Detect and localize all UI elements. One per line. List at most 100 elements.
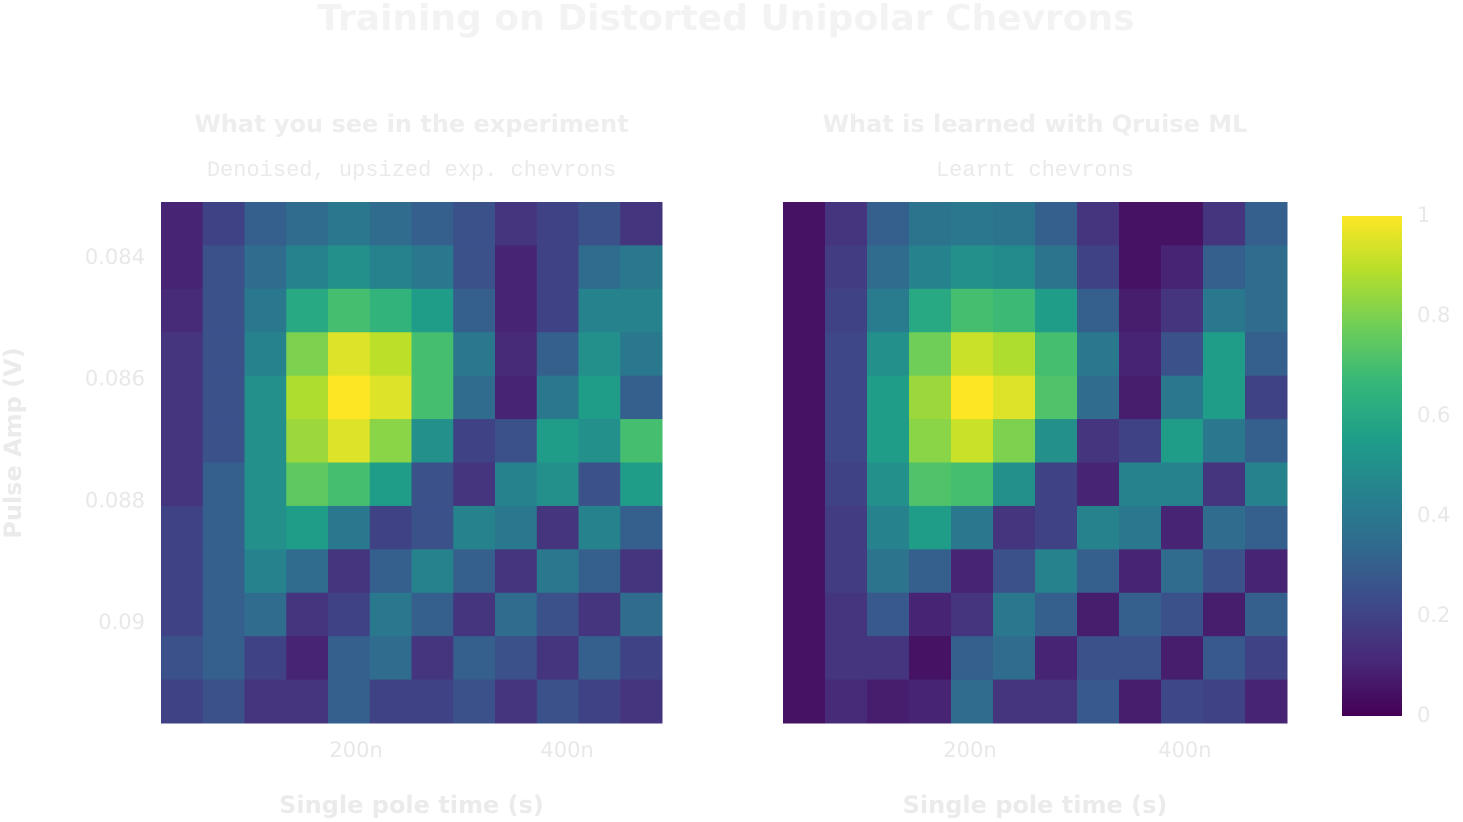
heatmap-cell <box>1077 549 1120 594</box>
heatmap-cell <box>578 202 621 246</box>
heatmap-cell <box>244 245 287 290</box>
heatmap-cell <box>867 202 910 246</box>
heatmap-cell <box>1119 592 1162 637</box>
heatmap-cell <box>244 549 287 594</box>
heatmap-cell <box>1203 462 1246 507</box>
heatmap-cell <box>495 245 538 290</box>
heatmap-cell <box>1161 636 1204 681</box>
heatmap-cell <box>1077 419 1120 463</box>
heatmap-cell <box>369 592 412 637</box>
heatmap-cell <box>161 592 204 637</box>
heatmap-cell <box>244 636 287 681</box>
heatmap-cell <box>202 549 245 594</box>
heatmap-cell <box>1161 592 1204 637</box>
heatmap-cell <box>328 288 371 333</box>
heatmap-cell <box>453 549 496 594</box>
x-axis-title: Single pole time (s) <box>279 791 544 819</box>
heatmap-cell <box>1245 549 1288 594</box>
heatmap-cell <box>1203 636 1246 681</box>
heatmap-cell <box>909 636 952 681</box>
heatmap-cell <box>1161 462 1204 507</box>
heatmap-cell <box>620 505 663 550</box>
heatmap-cell <box>825 462 868 507</box>
heatmap-cell <box>867 462 910 507</box>
heatmap-cell <box>161 245 204 290</box>
heatmap-cell <box>1203 592 1246 637</box>
heatmap-cell <box>286 332 329 377</box>
heatmap-cell <box>620 332 663 377</box>
heatmap-cell <box>453 462 496 507</box>
figure-title: Training on Distorted Unipolar Chevrons <box>317 0 1134 39</box>
heatmap-cell <box>1245 202 1288 246</box>
heatmap-cell <box>825 202 868 246</box>
heatmap-cell <box>453 679 496 724</box>
heatmap-cell <box>1035 636 1078 681</box>
heatmap-cell <box>453 288 496 333</box>
heatmap-cell <box>951 636 994 681</box>
heatmap-cell <box>783 288 826 333</box>
heatmap-cell <box>1245 462 1288 507</box>
heatmap-cell <box>783 332 826 377</box>
heatmap-cell <box>286 202 329 246</box>
heatmap-cell <box>202 679 245 724</box>
heatmap-cell <box>202 202 245 246</box>
heatmap-cell <box>328 592 371 637</box>
heatmap-cell <box>620 592 663 637</box>
heatmap-cell <box>202 592 245 637</box>
heatmap-cell <box>1119 462 1162 507</box>
heatmap-cell <box>1035 549 1078 594</box>
heatmap-cell <box>286 549 329 594</box>
heatmap-cell <box>1203 288 1246 333</box>
heatmap-cell <box>1203 332 1246 377</box>
heatmap-cell <box>495 375 538 420</box>
colorbar <box>1342 216 1402 716</box>
heatmap-cell <box>161 636 204 681</box>
heatmap-cell <box>1203 202 1246 246</box>
y-tick-label: 0.09 <box>98 610 145 634</box>
heatmap-cell <box>1035 245 1078 290</box>
heatmap-cell <box>202 332 245 377</box>
heatmap-cell <box>1161 419 1204 463</box>
heatmap-cell <box>244 505 287 550</box>
heatmap-cell <box>867 549 910 594</box>
heatmap-cell <box>286 636 329 681</box>
heatmap-cell <box>1035 679 1078 724</box>
heatmap-cell <box>1077 592 1120 637</box>
heatmap-cell <box>536 419 579 463</box>
heatmap-cell <box>1203 245 1246 290</box>
heatmap-cell <box>1245 375 1288 420</box>
heatmap-cell <box>951 679 994 724</box>
heatmap-cell <box>783 549 826 594</box>
heatmap-cell <box>495 419 538 463</box>
heatmap-cell <box>1203 419 1246 463</box>
heatmap-cell <box>1119 288 1162 333</box>
heatmap-cell <box>411 288 454 333</box>
heatmap-cell <box>783 462 826 507</box>
heatmap-cell <box>1161 549 1204 594</box>
heatmap-cell <box>825 636 868 681</box>
heatmap-cell <box>328 332 371 377</box>
heatmap-cell <box>867 245 910 290</box>
heatmap-cell <box>1035 462 1078 507</box>
heatmap-cell <box>1203 679 1246 724</box>
heatmap-cell <box>369 288 412 333</box>
heatmap-cell <box>578 636 621 681</box>
heatmap-cell <box>161 505 204 550</box>
heatmap-cell <box>867 288 910 333</box>
heatmap-cell <box>536 288 579 333</box>
heatmap-cell <box>951 505 994 550</box>
heatmap-cell <box>369 332 412 377</box>
heatmap-cell <box>495 636 538 681</box>
heatmap-cell <box>453 332 496 377</box>
heatmap-cell <box>411 202 454 246</box>
heatmap-cell <box>1245 679 1288 724</box>
x-axis-title: Single pole time (s) <box>903 791 1168 819</box>
x-tick-label: 200n <box>943 738 996 762</box>
heatmap-cell <box>578 332 621 377</box>
heatmap-cell <box>783 679 826 724</box>
heatmap-cell <box>161 375 204 420</box>
heatmap-cell <box>328 679 371 724</box>
heatmap-cell <box>951 202 994 246</box>
heatmap-cell <box>161 462 204 507</box>
colorbar-tick-label: 0.8 <box>1417 303 1450 327</box>
